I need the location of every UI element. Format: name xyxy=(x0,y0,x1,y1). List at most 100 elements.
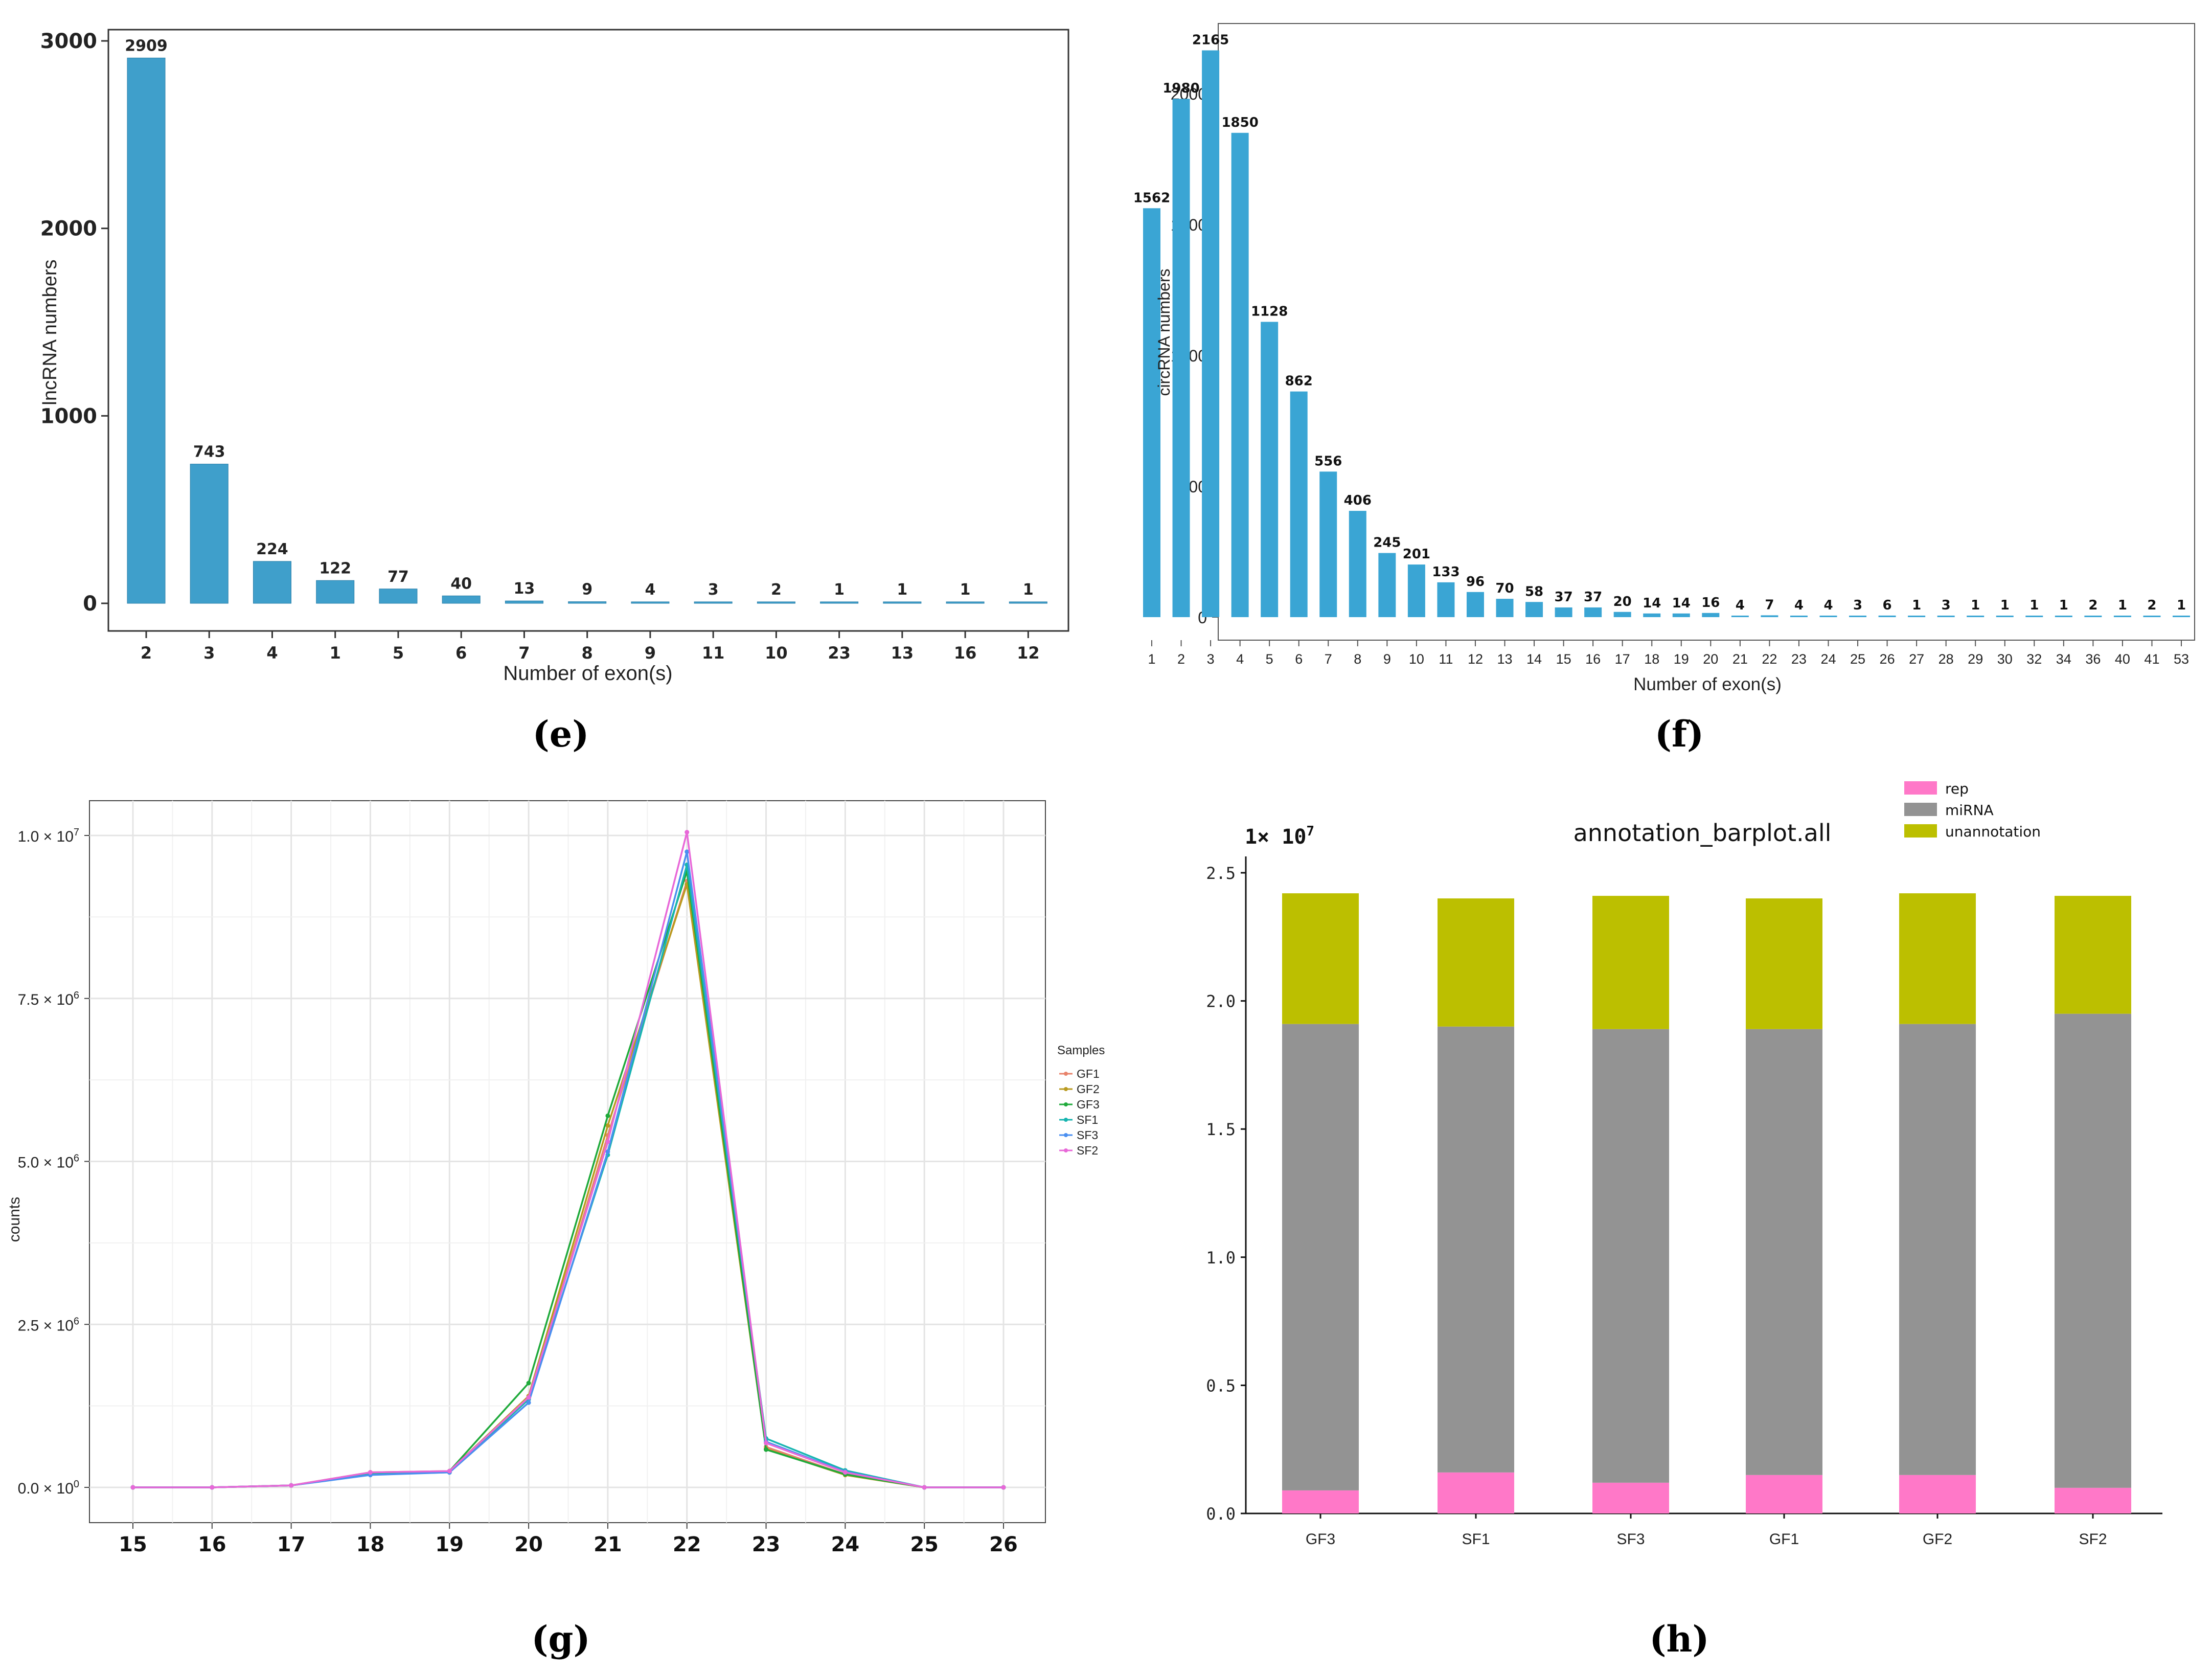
bar-value-label: 2 xyxy=(2088,598,2097,613)
bar xyxy=(505,600,543,604)
bar-segment-miRNA xyxy=(1746,1029,1822,1475)
bar-segment-miRNA xyxy=(1438,1026,1514,1473)
bar-value-label: 3 xyxy=(1853,598,1862,613)
bar xyxy=(1878,615,1896,617)
panel-caption: (f) xyxy=(1655,713,1704,755)
x-tick-label: 12 xyxy=(1468,651,1483,667)
x-tick-label: SF3 xyxy=(1616,1531,1645,1548)
x-tick-label: 17 xyxy=(1615,651,1630,667)
axis-multiplier: 1× 107 xyxy=(1245,824,1314,849)
legend-label: GF3 xyxy=(1077,1098,1100,1111)
x-tick-label: 6 xyxy=(1295,651,1303,667)
x-tick-label: SF2 xyxy=(2079,1531,2107,1548)
bar-segment-unannotation xyxy=(1899,893,1976,1024)
bar xyxy=(820,601,859,604)
bar xyxy=(1009,601,1047,604)
data-point xyxy=(605,1139,610,1144)
bar-value-label: 224 xyxy=(256,540,288,558)
y-tick-label: 0.5 xyxy=(1206,1376,1236,1395)
x-tick-label: 10 xyxy=(1409,651,1424,667)
legend-marker xyxy=(1064,1102,1068,1106)
data-point xyxy=(526,1381,531,1386)
y-tick-label: 7.5 × 106 xyxy=(18,990,79,1008)
bar xyxy=(1819,616,1837,617)
bar xyxy=(1496,599,1514,617)
legend-marker xyxy=(1064,1087,1068,1091)
bar-value-label: 406 xyxy=(1344,493,1372,508)
bar-value-label: 1850 xyxy=(1221,115,1258,130)
x-tick-label: 40 xyxy=(2115,651,2130,667)
bar xyxy=(631,601,670,604)
x-tick-label: 8 xyxy=(582,643,593,663)
bar-value-label: 9 xyxy=(582,581,592,599)
panel-caption: (h) xyxy=(1649,1618,1709,1660)
bar-value-label: 4 xyxy=(645,581,655,599)
y-tick-label: 2.5 × 106 xyxy=(18,1316,79,1334)
bar-segment-rep xyxy=(1438,1472,1514,1513)
bar xyxy=(1613,612,1631,617)
y-tick-label: 2000 xyxy=(40,217,97,241)
bar xyxy=(1672,613,1690,617)
bar xyxy=(442,595,481,604)
x-tick-label: 24 xyxy=(1820,651,1836,667)
bar xyxy=(1702,613,1720,617)
bar xyxy=(1643,613,1661,617)
legend-marker xyxy=(1064,1072,1068,1076)
bar-value-label: 2 xyxy=(2147,598,2156,613)
bar xyxy=(2025,616,2043,617)
bar-segment-unannotation xyxy=(1592,896,1669,1029)
x-tick-label: 1 xyxy=(1148,651,1155,667)
x-tick-label: 29 xyxy=(1968,651,1983,667)
y-tick-label: 2.0 xyxy=(1206,992,1236,1011)
bar-value-label: 1 xyxy=(2118,598,2127,613)
panel-caption: (g) xyxy=(531,1618,590,1660)
y-axis-title: lncRNA numbers xyxy=(39,259,61,405)
bar xyxy=(1731,616,1749,617)
x-tick-label: 1 xyxy=(330,643,341,663)
bar-value-label: 122 xyxy=(319,559,351,577)
y-tick-label: 1.5 xyxy=(1206,1120,1236,1139)
y-axis-title: counts xyxy=(6,1197,23,1242)
bar-value-label: 3 xyxy=(1942,598,1951,613)
x-tick-label: 18 xyxy=(356,1533,385,1556)
bar xyxy=(1996,616,2014,617)
bar-segment-miRNA xyxy=(1899,1024,1976,1475)
bar-value-label: 556 xyxy=(1314,454,1342,469)
legend-title: Samples xyxy=(1057,1044,1105,1057)
x-tick-label: 6 xyxy=(455,643,467,663)
bar-segment-unannotation xyxy=(1438,898,1514,1027)
y-tick-label: 3000 xyxy=(40,30,97,53)
bar xyxy=(1437,582,1455,617)
bar-value-label: 1 xyxy=(2029,598,2039,613)
x-tick-label: 5 xyxy=(393,643,404,663)
bar-segment-miRNA xyxy=(1282,1024,1359,1490)
chart-title: annotation_barplot.all xyxy=(1574,819,1832,847)
bar-value-label: 1 xyxy=(2000,598,2010,613)
x-tick-label: 20 xyxy=(514,1533,543,1556)
bar-value-label: 133 xyxy=(1432,564,1460,580)
x-tick-label: 12 xyxy=(1017,643,1040,663)
x-tick-label: 13 xyxy=(891,643,914,663)
bar-segment-unannotation xyxy=(1282,893,1359,1024)
x-tick-label: GF1 xyxy=(1769,1531,1799,1548)
bar-value-label: 862 xyxy=(1285,374,1313,389)
bar-value-label: 1562 xyxy=(1133,190,1170,206)
x-tick-label: 26 xyxy=(989,1533,1018,1556)
bar xyxy=(2084,616,2102,617)
bar xyxy=(757,601,795,604)
bar-value-label: 1 xyxy=(1023,581,1034,599)
bar-value-label: 14 xyxy=(1672,596,1691,611)
bar xyxy=(1790,616,1808,617)
y-tick-label: 0 xyxy=(83,592,97,616)
legend-label: GF1 xyxy=(1077,1067,1100,1080)
bar-value-label: 4 xyxy=(1794,598,1804,613)
circrna-exon-chart: 0500100015002000156211980221653185041128… xyxy=(1133,23,2195,755)
x-tick-label: 7 xyxy=(518,643,530,663)
x-tick-label: 4 xyxy=(266,643,278,663)
x-tick-label: 32 xyxy=(2026,651,2042,667)
x-tick-label: 20 xyxy=(1703,651,1718,667)
bar-segment-unannotation xyxy=(2055,896,2131,1014)
x-tick-label: 19 xyxy=(435,1533,464,1556)
x-tick-label: 3 xyxy=(203,643,215,663)
bar-value-label: 13 xyxy=(514,580,535,598)
